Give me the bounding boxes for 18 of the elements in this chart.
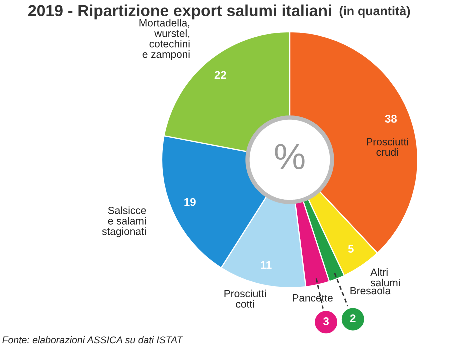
slice-label: Bresaola <box>350 286 392 295</box>
data-label: 19 <box>184 198 196 206</box>
data-label: 2 <box>350 314 356 322</box>
slice-label: Altri salumi <box>370 268 400 287</box>
data-label: 11 <box>261 261 272 270</box>
data-label: 5 <box>348 245 354 253</box>
source-note: Fonte: elaborazioni ASSICA su dati ISTAT <box>2 336 184 344</box>
data-label: 3 <box>323 318 329 326</box>
slice-label: Prosciutti crudi <box>367 138 408 156</box>
slice-label: Mortadella, wurstel, cotechini e zamponi <box>140 19 190 60</box>
slice-label: Prosciutti cotti <box>224 290 266 308</box>
chart-subtitle: (in quantità) <box>340 6 410 18</box>
data-label: 38 <box>385 115 397 123</box>
chart-title: 2019 - Ripartizione export salumi italiani <box>28 4 332 20</box>
slice-label: Salsicce e salami stagionati <box>102 206 146 238</box>
data-label: 22 <box>214 71 226 80</box>
slice-label: Pancette <box>293 294 333 302</box>
text: % <box>275 144 305 170</box>
